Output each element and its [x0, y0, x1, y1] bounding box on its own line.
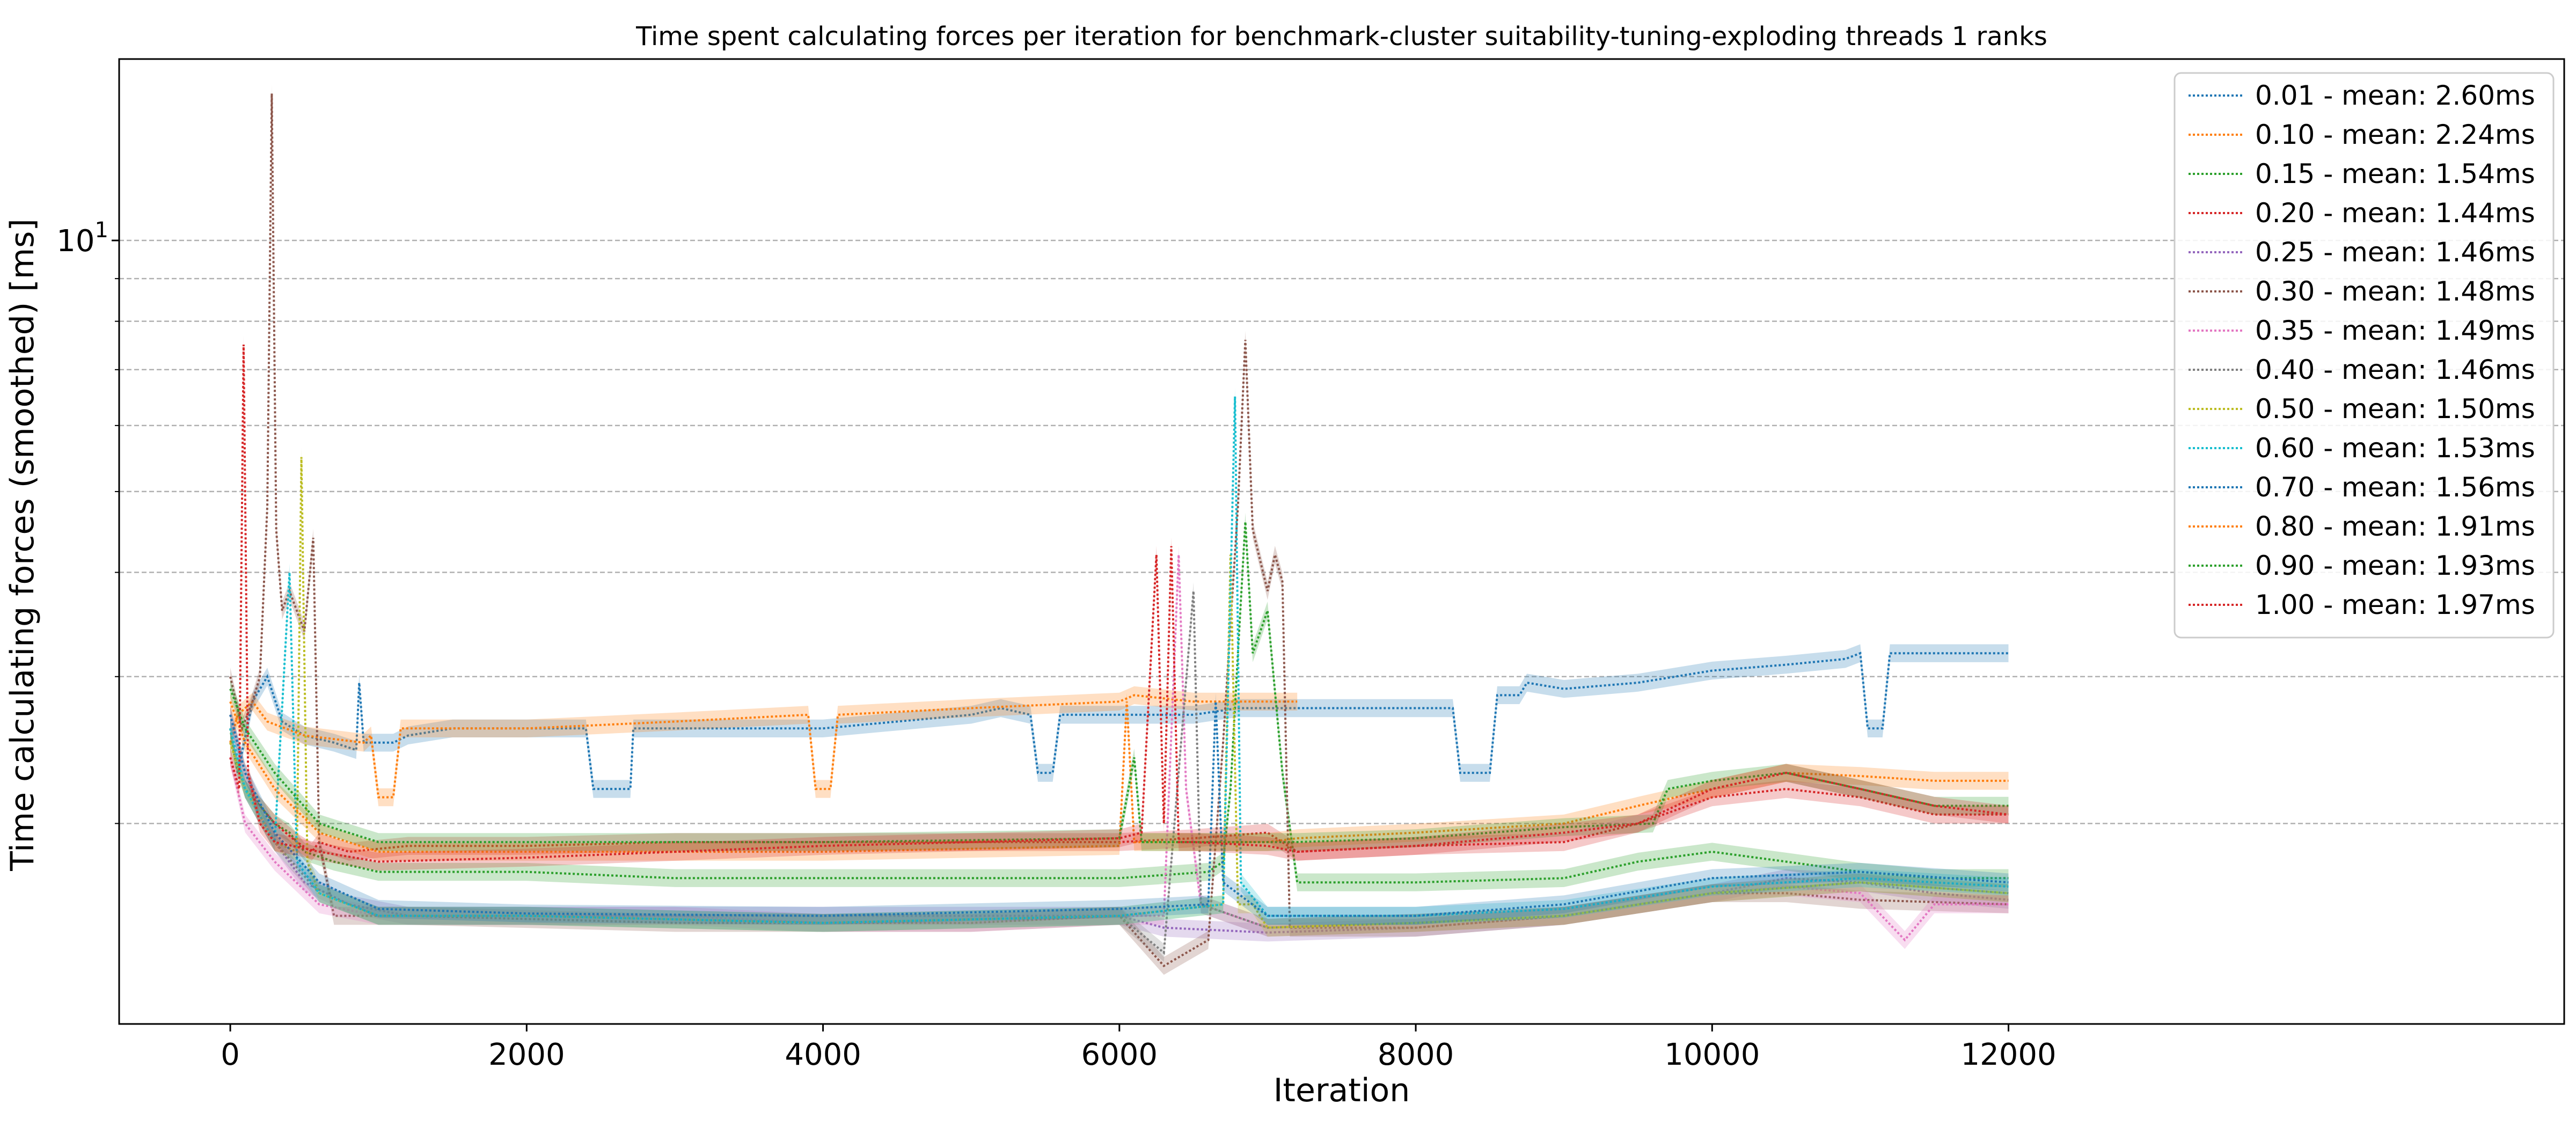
series-line-13: [229, 345, 2009, 863]
x-tick-label-5: 10000: [1664, 1037, 1760, 1072]
x-tick-label-6: 12000: [1960, 1037, 2056, 1072]
legend-entry-13: 1.00 - mean: 1.97ms: [2255, 589, 2535, 620]
x-axis: 0 2000 4000 6000 8000 10000 12000: [221, 1024, 2057, 1072]
x-axis-label: Iteration: [1274, 1072, 1410, 1109]
series-line-0: [229, 652, 2009, 791]
x-tick-label-1: 2000: [488, 1037, 565, 1072]
x-tick-label-2: 4000: [785, 1037, 861, 1072]
series-line-12: [229, 688, 2009, 844]
y-axis-label: Time calculating forces (smoothed) [ms]: [4, 218, 41, 872]
y-grid: [119, 239, 2564, 824]
legend-entry-11: 0.80 - mean: 1.91ms: [2255, 511, 2535, 542]
series-line-5: [229, 93, 2009, 968]
x-tick-label-3: 6000: [1081, 1037, 1158, 1072]
series-band-6: [230, 546, 2009, 949]
series-line-9: [229, 396, 2009, 924]
series-line-4: [229, 728, 2009, 934]
x-tick-label-0: 0: [221, 1037, 240, 1072]
plot-frame: [118, 58, 2565, 1025]
legend-entry-9: 0.60 - mean: 1.53ms: [2255, 433, 2535, 464]
series-layer: [229, 84, 2009, 975]
chart-title: Time spent calculating forces per iterat…: [635, 21, 2047, 52]
series-band-8: [230, 448, 2009, 937]
series-line-8: [229, 457, 2009, 929]
series-band-12: [230, 680, 2009, 851]
series-band-9: [230, 387, 2009, 932]
series-line-7: [229, 591, 2009, 955]
legend-entry-1: 0.10 - mean: 2.24ms: [2255, 119, 2535, 150]
series-band-7: [230, 582, 2009, 962]
series-band-4: [230, 719, 2009, 942]
legend-entry-0: 0.01 - mean: 2.60ms: [2255, 80, 2535, 111]
series-band-11: [230, 692, 2009, 861]
legend: 0.01 - mean: 2.60ms 0.10 - mean: 2.24ms 0.…: [2174, 72, 2555, 639]
legend-entry-4: 0.25 - mean: 1.46ms: [2255, 237, 2535, 268]
legend-entry-7: 0.40 - mean: 1.46ms: [2255, 354, 2535, 385]
legend-entry-5: 0.30 - mean: 1.48ms: [2255, 276, 2535, 307]
legend-entry-12: 0.90 - mean: 1.93ms: [2255, 550, 2535, 581]
x-tick-label-4: 8000: [1378, 1037, 1454, 1072]
legend-box: [2174, 72, 2555, 639]
series-band-3: [230, 706, 2009, 861]
series-band-1: [230, 686, 1298, 807]
legend-entry-3: 0.20 - mean: 1.44ms: [2255, 197, 2535, 229]
legend-entry-6: 0.35 - mean: 1.49ms: [2255, 315, 2535, 346]
legend-entry-8: 0.50 - mean: 1.50ms: [2255, 393, 2535, 425]
legend-entry-10: 0.70 - mean: 1.56ms: [2255, 472, 2535, 503]
series-band-0: [230, 644, 2009, 798]
series-line-1: [229, 694, 1298, 799]
legend-entry-2: 0.15 - mean: 1.54ms: [2255, 158, 2535, 189]
series-band-10: [230, 692, 2009, 925]
